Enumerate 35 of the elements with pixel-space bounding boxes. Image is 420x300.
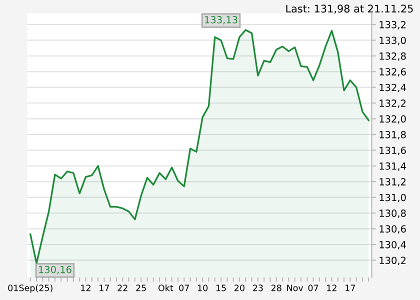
y-tick-label: 130,2 bbox=[380, 256, 406, 266]
y-tick-label: 131,4 bbox=[380, 162, 406, 171]
x-tick-label: 20 bbox=[234, 284, 244, 292]
x-tick-label: 10 bbox=[198, 284, 208, 292]
y-tick-label: 131,0 bbox=[380, 194, 406, 202]
x-tick-label: Nov bbox=[287, 284, 304, 292]
x-tick-label: 12 bbox=[327, 284, 336, 292]
y-tick-label: 132,6 bbox=[380, 68, 406, 76]
y-tick-label: 131,8 bbox=[380, 130, 406, 140]
annotation: 133,13 bbox=[205, 16, 238, 24]
y-tick-label: 133,0 bbox=[380, 36, 406, 46]
x-tick-label: 23 bbox=[253, 284, 263, 292]
x-tick-label: 25 bbox=[136, 284, 146, 292]
y-tick-label: 132,8 bbox=[380, 52, 406, 61]
x-tick-label: 15 bbox=[216, 284, 226, 292]
y-tick-label: 131,6 bbox=[380, 146, 406, 156]
x-tick-label: 17 bbox=[100, 284, 109, 292]
y-tick-label: 132,2 bbox=[380, 100, 406, 108]
y-tick-label: 130,8 bbox=[380, 210, 406, 218]
x-tick-label: 22 bbox=[118, 284, 128, 292]
x-tick-label: 17 bbox=[346, 284, 355, 292]
x-tick-label: 28 bbox=[271, 284, 282, 292]
annotation: 130,16 bbox=[39, 266, 72, 274]
y-tick-label: 131,2 bbox=[380, 178, 406, 186]
x-tick-label: 12 bbox=[81, 284, 90, 292]
x-tick-label: Okt bbox=[158, 284, 174, 292]
y-tick-label: 132,4 bbox=[380, 84, 406, 92]
x-tick-label: 01Sep(25) bbox=[8, 284, 52, 293]
y-tick-label: 133,2 bbox=[380, 20, 406, 30]
x-tick-label: 07 bbox=[179, 284, 189, 292]
x-tick-label: 07 bbox=[308, 284, 318, 292]
chart-title: Last: 131,98 at 21.11.25 bbox=[286, 4, 413, 14]
y-tick-label: 132,0 bbox=[380, 115, 406, 124]
y-tick-label: 130,4 bbox=[380, 240, 406, 250]
y-tick-label: 130,6 bbox=[380, 225, 406, 234]
